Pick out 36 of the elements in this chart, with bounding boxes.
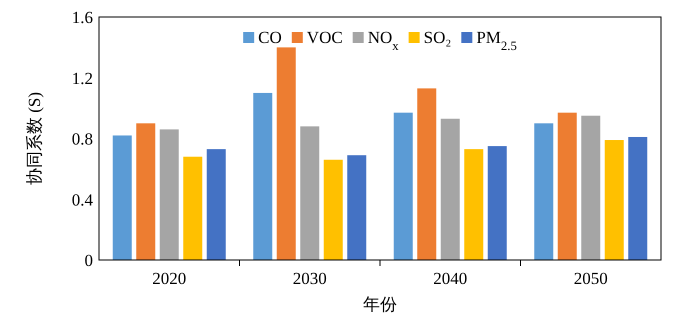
bar [276, 47, 296, 260]
bar [324, 160, 343, 260]
y-tick-label: 1.6 [72, 8, 93, 27]
bar [112, 135, 132, 260]
bar [394, 112, 413, 260]
x-tick-label: 2030 [292, 269, 327, 288]
bar [488, 146, 507, 260]
bar [464, 149, 484, 260]
legend-label: NO$_{x}$ [368, 28, 400, 53]
legend-label: PM$_{2.5}$ [476, 28, 517, 53]
x-tick-label: 2040 [433, 269, 468, 288]
bar [206, 149, 226, 260]
y-tick-label: 1.2 [72, 68, 93, 88]
bar [183, 156, 202, 260]
legend-label: VOC [306, 28, 343, 47]
bar [440, 118, 460, 260]
bar [253, 92, 272, 260]
bar [136, 123, 156, 260]
bar [628, 136, 648, 260]
legend-label: CO [258, 28, 282, 47]
x-axis-title: 年份 [363, 295, 397, 314]
bar [160, 129, 179, 260]
bar [558, 112, 577, 260]
y-axis-title: 协同系数 (S) [25, 92, 44, 186]
y-tick-label: 0.8 [72, 130, 93, 148]
y-tick-label: 0.4 [72, 190, 94, 210]
x-tick-label: 2050 [574, 269, 608, 288]
bar [604, 140, 624, 260]
legend-label: SO₂ [424, 28, 452, 47]
x-tick-label: 2020 [152, 269, 186, 288]
bar [534, 123, 554, 260]
bar [300, 126, 320, 260]
bar [581, 116, 600, 260]
bar [347, 155, 366, 260]
bar [417, 88, 436, 260]
y-tick-label: 0 [84, 251, 93, 270]
